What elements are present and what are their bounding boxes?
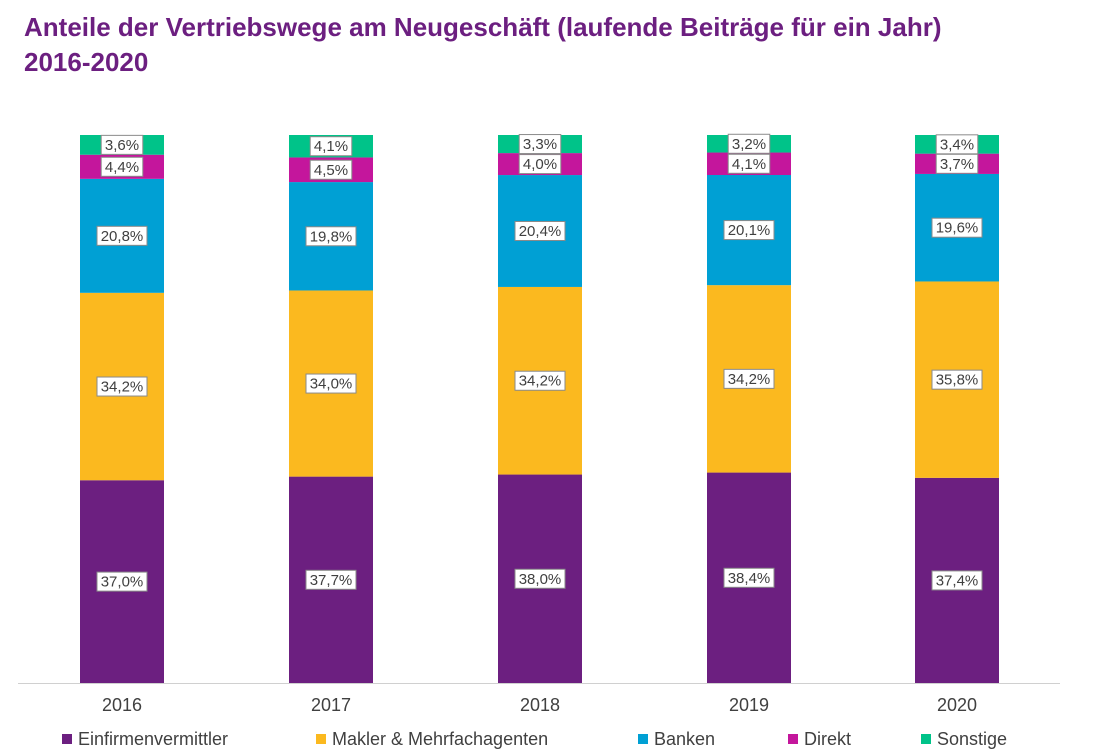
data-label-box-2019-1 [723,368,775,389]
data-label-box-2016-4 [100,134,144,155]
x-tick-label-2018: 2018 [520,695,560,715]
data-label-2019-0: 38,4% [728,570,771,587]
data-label-2020-1: 35,8% [936,372,979,389]
data-label-box-2016-1 [96,376,148,397]
data-label-2018-0: 38,0% [519,571,562,588]
legend-label: Makler & Mehrfachagenten [332,728,549,749]
data-label-2018-2: 20,4% [519,223,562,240]
data-label-box-2017-4 [309,136,353,157]
x-tick-label-2019: 2019 [729,695,769,715]
data-label-2017-1: 34,0% [310,376,353,393]
data-label-2016-3: 4,4% [105,159,139,176]
legend-swatch [62,734,72,744]
data-label-box-2020-0 [931,570,983,591]
data-label-box-2016-0 [96,571,148,592]
legend-swatch [921,734,931,744]
data-label-box-2018-4 [518,134,562,155]
data-label-box-2019-0 [723,567,775,588]
data-label-box-2018-0 [514,568,566,589]
data-label-2020-4: 3,4% [940,136,974,153]
legend-swatch [788,734,798,744]
data-label-2016-1: 34,2% [101,379,144,396]
data-label-box-2017-2 [305,226,357,247]
data-label-2017-3: 4,5% [314,162,348,179]
data-label-2019-3: 4,1% [732,156,766,173]
data-label-box-2019-3 [727,153,771,174]
data-label-box-2020-4 [935,134,979,155]
chart-legend: Einfirmenvermittler Makler & Mehrfachagen… [0,726,1095,752]
data-label-2016-2: 20,8% [101,228,144,245]
legend-label: Direkt [804,728,852,749]
data-label-2018-3: 4,0% [523,156,557,173]
stacked-bar-chart: 37,0% 34,2% 20,8% 4,4% 3,6% 2016 37,7% 34,0% 19,… [18,133,1060,715]
data-label-box-2020-1 [931,369,983,390]
data-label-2019-1: 34,2% [728,371,771,388]
legend-item: Sonstige [921,729,1007,750]
legend-item: Makler & Mehrfachagenten [316,729,548,750]
data-label-box-2019-2 [723,220,775,241]
data-label-box-2018-2 [514,220,566,241]
data-label-box-2018-3 [518,154,562,175]
chart-title-line-2: 2016-2020 [24,47,149,77]
data-label-2016-0: 37,0% [101,574,144,591]
data-label-2019-4: 3,2% [732,136,766,153]
data-label-2020-0: 37,4% [936,572,979,589]
x-tick-label-2020: 2020 [937,695,977,715]
data-label-2017-2: 19,8% [310,228,353,245]
legend-item: Direkt [788,729,851,750]
data-label-box-2020-2 [931,217,983,238]
data-label-2018-4: 3,3% [523,136,557,153]
legend-label: Banken [654,728,716,749]
legend-item: Einfirmenvermittler [62,729,228,750]
data-label-2020-2: 19,6% [936,220,979,237]
legend-label: Einfirmenvermittler [78,728,229,749]
data-label-2018-1: 34,2% [519,373,562,390]
x-tick-label-2017: 2017 [311,695,351,715]
data-label-2017-0: 37,7% [310,572,353,589]
data-label-box-2017-0 [305,569,357,590]
legend-swatch [316,734,326,744]
chart-title: Anteile der Vertriebswege am Neugeschäft… [24,10,1084,80]
data-label-box-2016-2 [96,225,148,246]
legend-item: Banken [638,729,715,750]
data-label-box-2018-1 [514,370,566,391]
chart-title-line-1: Anteile der Vertriebswege am Neugeschäft… [24,12,942,42]
data-label-box-2017-3 [309,159,353,180]
x-tick-label-2016: 2016 [102,695,142,715]
data-label-2017-4: 4,1% [314,138,348,155]
data-label-2019-2: 20,1% [728,222,771,239]
legend-label: Sonstige [937,728,1008,749]
legend-swatch [638,734,648,744]
data-label-2016-4: 3,6% [105,137,139,154]
data-label-box-2016-3 [100,156,144,177]
data-label-box-2017-1 [305,373,357,394]
data-label-2020-3: 3,7% [940,156,974,173]
data-label-box-2019-4 [727,133,771,154]
